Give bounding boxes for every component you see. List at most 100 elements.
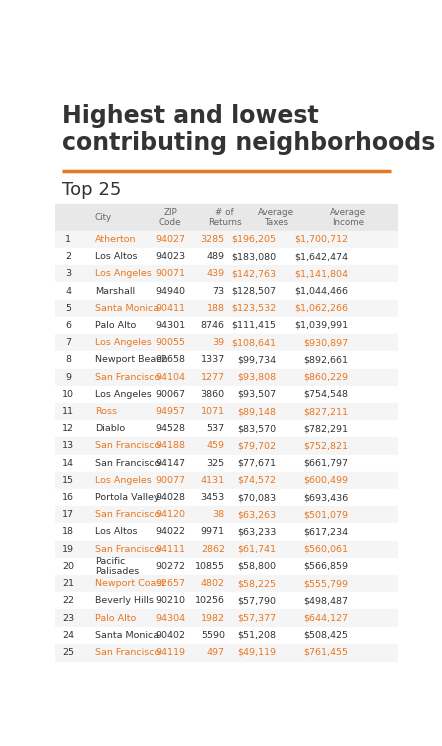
Text: 188: 188 — [207, 304, 225, 313]
Text: 90402: 90402 — [155, 631, 185, 640]
Text: 1337: 1337 — [201, 355, 225, 364]
Text: $196,205: $196,205 — [231, 235, 276, 244]
Text: Beverly Hills: Beverly Hills — [95, 596, 153, 605]
Text: 25: 25 — [62, 648, 74, 657]
Text: $70,083: $70,083 — [237, 493, 276, 502]
Text: 94027: 94027 — [155, 235, 185, 244]
Text: Highest and lowest
contributing neighborhoods: Highest and lowest contributing neighbor… — [62, 104, 435, 154]
Text: Newport Beach: Newport Beach — [95, 355, 167, 364]
Bar — [55, 541, 398, 558]
Text: $754,548: $754,548 — [303, 390, 348, 399]
Text: Santa Monica: Santa Monica — [95, 631, 159, 640]
Bar — [55, 454, 398, 471]
Text: $93,507: $93,507 — [237, 390, 276, 399]
Text: 10855: 10855 — [195, 562, 225, 571]
Text: $99,734: $99,734 — [237, 355, 276, 364]
Text: 1982: 1982 — [201, 613, 225, 623]
Text: $93,808: $93,808 — [237, 372, 276, 382]
Text: $1,700,712: $1,700,712 — [294, 235, 348, 244]
Text: 94528: 94528 — [155, 424, 185, 433]
Text: $1,062,266: $1,062,266 — [294, 304, 348, 313]
Text: 15: 15 — [62, 476, 74, 485]
Text: 8: 8 — [65, 355, 71, 364]
Text: $128,507: $128,507 — [231, 286, 276, 295]
Text: $49,119: $49,119 — [237, 648, 276, 657]
Text: $761,455: $761,455 — [303, 648, 348, 657]
Text: 3860: 3860 — [201, 390, 225, 399]
Text: 22: 22 — [62, 596, 74, 605]
Text: 10: 10 — [62, 390, 74, 399]
Text: 24: 24 — [62, 631, 74, 640]
Text: Atherton: Atherton — [95, 235, 136, 244]
Text: 94147: 94147 — [155, 459, 185, 468]
Text: 11: 11 — [62, 407, 74, 416]
Text: 3453: 3453 — [201, 493, 225, 502]
Bar — [55, 283, 398, 300]
Bar — [55, 471, 398, 489]
Text: 459: 459 — [207, 442, 225, 451]
Bar — [55, 644, 398, 661]
Text: 90411: 90411 — [155, 304, 185, 313]
Text: Los Angeles: Los Angeles — [95, 390, 152, 399]
Text: Los Altos: Los Altos — [95, 527, 137, 536]
Text: San Francisco: San Francisco — [95, 459, 160, 468]
Text: 94111: 94111 — [155, 545, 185, 554]
Text: 94301: 94301 — [155, 321, 185, 330]
Bar — [55, 266, 398, 283]
Text: Average
Taxes: Average Taxes — [258, 208, 294, 228]
Bar — [55, 300, 398, 317]
Text: 16: 16 — [62, 493, 74, 502]
Text: $1,642,474: $1,642,474 — [294, 252, 348, 261]
Text: Los Angeles: Los Angeles — [95, 476, 152, 485]
Text: $560,061: $560,061 — [303, 545, 348, 554]
Text: 5590: 5590 — [201, 631, 225, 640]
Text: 20: 20 — [62, 562, 74, 571]
Text: 13: 13 — [62, 442, 74, 451]
Text: 9971: 9971 — [201, 527, 225, 536]
Text: 23: 23 — [62, 613, 74, 623]
Text: $74,572: $74,572 — [237, 476, 276, 485]
Text: Newport Coast: Newport Coast — [95, 579, 165, 588]
Text: 73: 73 — [213, 286, 225, 295]
Text: 8746: 8746 — [201, 321, 225, 330]
Text: Los Angeles: Los Angeles — [95, 338, 152, 347]
Bar — [55, 575, 398, 592]
Text: 439: 439 — [207, 269, 225, 278]
Text: $63,233: $63,233 — [237, 527, 276, 536]
Text: 4131: 4131 — [201, 476, 225, 485]
Text: Ross: Ross — [95, 407, 117, 416]
Text: 94028: 94028 — [155, 493, 185, 502]
Text: $498,487: $498,487 — [303, 596, 348, 605]
Text: $617,234: $617,234 — [303, 527, 348, 536]
Text: 6: 6 — [65, 321, 71, 330]
Text: 38: 38 — [213, 510, 225, 519]
Text: $555,799: $555,799 — [303, 579, 348, 588]
Text: Pacific
Palisades: Pacific Palisades — [95, 557, 139, 576]
Bar — [55, 507, 398, 524]
Text: 4802: 4802 — [201, 579, 225, 588]
Text: 489: 489 — [207, 252, 225, 261]
Text: San Francisco: San Francisco — [95, 372, 160, 382]
Text: 94104: 94104 — [155, 372, 185, 382]
Text: 18: 18 — [62, 527, 74, 536]
Text: $89,148: $89,148 — [237, 407, 276, 416]
Text: 1: 1 — [65, 235, 71, 244]
Text: Los Altos: Los Altos — [95, 252, 137, 261]
Text: 497: 497 — [207, 648, 225, 657]
Text: 537: 537 — [207, 424, 225, 433]
Bar — [55, 231, 398, 248]
Text: $1,141,804: $1,141,804 — [294, 269, 348, 278]
Text: $508,425: $508,425 — [303, 631, 348, 640]
Text: San Francisco: San Francisco — [95, 442, 160, 451]
Text: $108,641: $108,641 — [231, 338, 276, 347]
Text: 1071: 1071 — [201, 407, 225, 416]
Text: Average
Income: Average Income — [330, 208, 366, 228]
Text: Palo Alto: Palo Alto — [95, 321, 136, 330]
Text: $63,263: $63,263 — [237, 510, 276, 519]
Text: 94022: 94022 — [155, 527, 185, 536]
Bar — [55, 592, 398, 609]
Bar — [55, 524, 398, 541]
Bar — [55, 248, 398, 266]
Text: $77,671: $77,671 — [237, 459, 276, 468]
Bar — [55, 351, 398, 369]
